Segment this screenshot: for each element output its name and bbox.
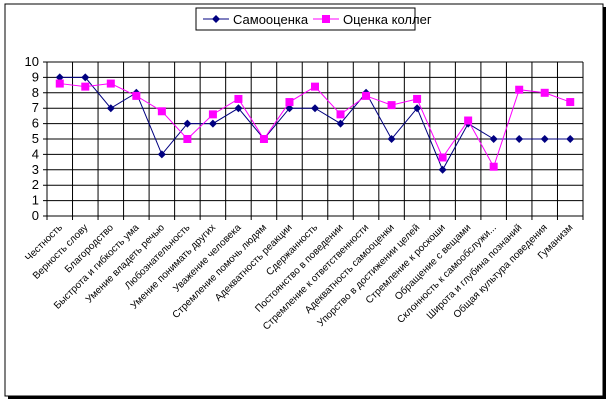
data-point-diamond (234, 104, 243, 113)
data-point-square (489, 162, 498, 171)
data-point-diamond (285, 104, 294, 113)
data-point-square (387, 101, 396, 110)
data-point-diamond (336, 119, 345, 128)
data-point-square (413, 94, 422, 103)
y-tick-label: 3 (32, 162, 39, 177)
data-point-square (208, 110, 217, 119)
data-point-diamond (106, 104, 115, 113)
data-point-diamond (566, 135, 575, 143)
y-tick-label: 0 (32, 208, 39, 223)
data-point-square (55, 79, 64, 88)
data-point-square (515, 85, 524, 94)
y-tick-label: 5 (32, 131, 39, 146)
data-point-square (259, 135, 268, 143)
data-point-diamond (438, 165, 447, 174)
data-point-square (81, 82, 90, 91)
data-point-square (311, 82, 319, 91)
data-point-diamond (208, 119, 217, 128)
data-point-square (566, 98, 575, 107)
y-tick-label: 9 (32, 69, 39, 84)
legend-box (195, 7, 416, 31)
data-point-square (106, 79, 115, 88)
data-point-diamond (81, 73, 90, 82)
legend-label: Оценка коллег (343, 12, 432, 27)
data-point-diamond (55, 73, 64, 82)
data-point-square (540, 88, 549, 97)
data-point-square (362, 91, 371, 100)
data-point-square (336, 110, 345, 119)
data-point-diamond (540, 135, 549, 143)
legend: Самооценка Оценка коллег (195, 7, 432, 31)
chart-frame (4, 3, 604, 397)
data-point-diamond (413, 104, 422, 113)
data-point-diamond (489, 135, 498, 143)
legend-marker-diamond (212, 15, 220, 23)
y-tick-label: 7 (32, 100, 39, 115)
y-tick-label: 2 (32, 177, 39, 192)
data-point-square (285, 98, 294, 107)
data-point-diamond (157, 150, 166, 159)
data-point-square (132, 91, 141, 100)
data-point-diamond (311, 104, 319, 113)
data-point-square (464, 116, 473, 125)
data-point-square (438, 153, 447, 162)
data-point-diamond (515, 135, 524, 143)
data-point-square (183, 135, 192, 143)
y-tick-label: 4 (32, 146, 39, 161)
legend-marker-square (322, 15, 330, 23)
y-tick-label: 6 (32, 116, 39, 131)
y-tick-label: 8 (32, 85, 39, 100)
data-point-diamond (183, 119, 192, 128)
data-point-square (234, 94, 243, 103)
legend-label: Самооценка (233, 12, 309, 27)
y-tick-label: 1 (32, 193, 39, 208)
y-tick-label: 10 (25, 54, 39, 69)
data-point-diamond (387, 135, 396, 143)
data-point-square (157, 107, 166, 116)
